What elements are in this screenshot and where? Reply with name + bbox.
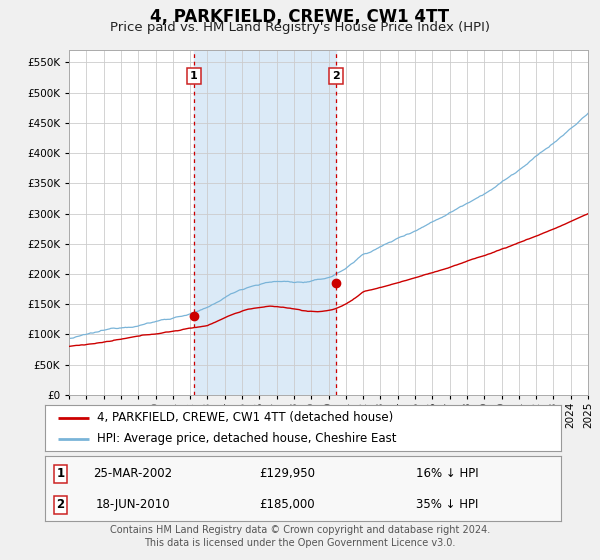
Text: 35% ↓ HPI: 35% ↓ HPI — [416, 498, 479, 511]
Text: 25-MAR-2002: 25-MAR-2002 — [93, 467, 172, 480]
Text: 2: 2 — [56, 498, 65, 511]
Text: Contains HM Land Registry data © Crown copyright and database right 2024.
This d: Contains HM Land Registry data © Crown c… — [110, 525, 490, 548]
Text: 18-JUN-2010: 18-JUN-2010 — [95, 498, 170, 511]
Text: 16% ↓ HPI: 16% ↓ HPI — [416, 467, 479, 480]
Text: £185,000: £185,000 — [260, 498, 316, 511]
Text: 1: 1 — [56, 467, 65, 480]
Text: Price paid vs. HM Land Registry's House Price Index (HPI): Price paid vs. HM Land Registry's House … — [110, 21, 490, 34]
Bar — [194, 50, 337, 395]
Text: HPI: Average price, detached house, Cheshire East: HPI: Average price, detached house, Ches… — [97, 432, 396, 445]
Text: 4, PARKFIELD, CREWE, CW1 4TT (detached house): 4, PARKFIELD, CREWE, CW1 4TT (detached h… — [97, 411, 393, 424]
Text: 4, PARKFIELD, CREWE, CW1 4TT: 4, PARKFIELD, CREWE, CW1 4TT — [151, 8, 449, 26]
Text: 2: 2 — [332, 71, 340, 81]
Text: 1: 1 — [190, 71, 197, 81]
Text: £129,950: £129,950 — [260, 467, 316, 480]
